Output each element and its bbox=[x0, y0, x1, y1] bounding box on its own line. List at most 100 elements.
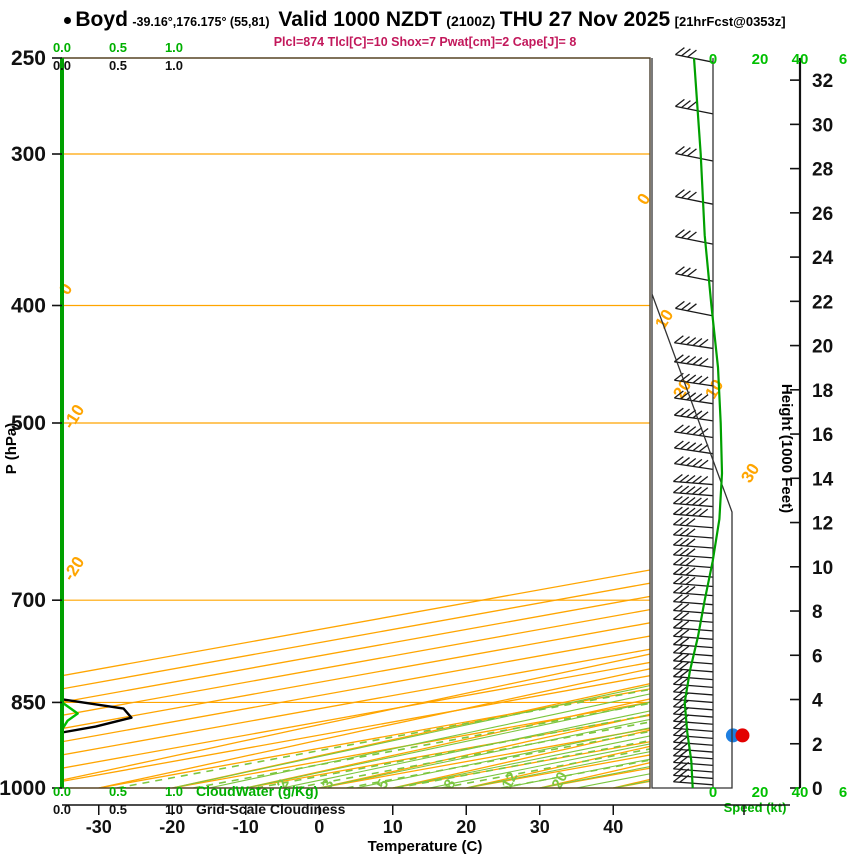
wind-barb bbox=[673, 440, 714, 455]
wind-barb bbox=[672, 748, 714, 760]
cloudiness-scale-top: 0.0 bbox=[53, 58, 71, 73]
pressure-tick-label: 850 bbox=[11, 691, 46, 714]
surface-markers bbox=[725, 728, 750, 743]
mixing-ratio-label: 20 bbox=[549, 769, 572, 792]
wind-barb bbox=[672, 557, 714, 569]
wind-barb bbox=[672, 517, 714, 529]
wind-barb bbox=[675, 189, 714, 205]
cloudiness-scale-bottom: 0.5 bbox=[109, 802, 127, 817]
cloudwater-scale-top: 0.5 bbox=[109, 40, 127, 55]
height-tick-label: 28 bbox=[812, 160, 833, 181]
wind-barb bbox=[672, 594, 714, 606]
wind-speed-curve bbox=[683, 58, 724, 788]
sounding-traces bbox=[733, 89, 850, 736]
temperature-tick-label: -20 bbox=[159, 817, 185, 837]
wind-barb bbox=[672, 527, 714, 539]
temperature-tick-label: 30 bbox=[530, 817, 550, 837]
wind-barb bbox=[673, 390, 714, 405]
height-tick-label: 14 bbox=[812, 469, 834, 490]
speed-axis-label: Speed (kt) bbox=[723, 800, 787, 815]
cloudiness-trace bbox=[61, 698, 133, 734]
wind-panel-frame bbox=[651, 58, 733, 789]
height-tick-label: 4 bbox=[812, 691, 823, 712]
height-tick-label: 16 bbox=[812, 425, 833, 446]
pressure-tick-label: 1000 bbox=[0, 777, 46, 800]
height-tick-label: 8 bbox=[812, 602, 823, 623]
wind-barb bbox=[672, 566, 714, 578]
height-tick-label: 22 bbox=[812, 292, 833, 313]
wind-barb bbox=[673, 407, 714, 422]
wind-barb bbox=[672, 661, 714, 673]
cloudwater-legend: CloudWater (g/Kg) bbox=[196, 783, 318, 799]
speed-scale-top: 40 bbox=[792, 51, 809, 68]
station-dot-icon bbox=[64, 17, 72, 24]
wind-barb bbox=[672, 754, 714, 767]
mixing-ratio-label: 12 bbox=[499, 769, 522, 792]
wind-barb bbox=[673, 372, 714, 387]
wind-barb bbox=[672, 713, 714, 725]
temperature-tick-label: 0 bbox=[314, 817, 324, 837]
isotherm-label: 30 bbox=[737, 460, 763, 486]
speed-scale-bottom: 6 bbox=[839, 784, 847, 801]
temperature-tick-label: -30 bbox=[86, 817, 112, 837]
wind-barb bbox=[675, 266, 714, 282]
speed-scale-bottom: 0 bbox=[709, 784, 717, 801]
cloudwater-scale-top: 1.0 bbox=[165, 40, 183, 55]
wind-barb bbox=[672, 653, 714, 665]
cloudiness-legend: Grid-Scale Cloudiness bbox=[196, 801, 346, 817]
pressure-tick-label: 400 bbox=[11, 294, 46, 317]
pressure-tick-label: 250 bbox=[11, 47, 46, 70]
cloudiness-scale-bottom: 0.0 bbox=[53, 802, 71, 817]
wind-barb bbox=[672, 741, 714, 753]
wind-barb bbox=[672, 496, 714, 508]
cloudiness-scale-top: 0.5 bbox=[109, 58, 127, 73]
speed-profile-line bbox=[683, 58, 724, 788]
wind-barb bbox=[672, 506, 714, 518]
wind-barb bbox=[675, 300, 714, 317]
pressure-tick-label: 700 bbox=[11, 589, 46, 612]
wind-barb bbox=[675, 229, 714, 245]
speed-scale-bottom: 40 bbox=[792, 784, 809, 801]
height-tick-label: 24 bbox=[812, 248, 834, 269]
station-coords: -39.16°,176.175° (55,81) bbox=[132, 15, 270, 29]
height-tick-label: 10 bbox=[812, 558, 833, 579]
pressure-tick-label: 500 bbox=[11, 412, 46, 435]
wind-barb-panel bbox=[672, 47, 714, 786]
height-tick-label: 18 bbox=[812, 381, 833, 402]
speed-scale-top: 0 bbox=[709, 51, 717, 68]
height-tick-label: 20 bbox=[812, 337, 833, 358]
temperature-trace bbox=[743, 89, 850, 736]
wind-barb bbox=[672, 628, 714, 640]
wind-barb bbox=[672, 485, 714, 497]
moist-adiabat-lines bbox=[172, 685, 650, 788]
valid-date: THU 27 Nov 2025 bbox=[499, 8, 671, 31]
cloudwater-scale-bottom: 0.0 bbox=[53, 784, 71, 799]
wind-barb bbox=[672, 575, 714, 588]
height-tick-label: 26 bbox=[812, 204, 833, 225]
wind-barb bbox=[672, 602, 714, 615]
height-tick-label: 2 bbox=[812, 735, 823, 756]
title-bar: Boyd -39.16°,176.175° (55,81) Valid 1000… bbox=[0, 8, 850, 32]
cloudwater-scale-bottom: 0.5 bbox=[109, 784, 127, 799]
valid-time: Valid 1000 NZDT bbox=[278, 8, 442, 31]
temperature-axis-label: Temperature (C) bbox=[367, 838, 483, 855]
valid-zulu: (2100Z) bbox=[446, 13, 496, 29]
wind-barb bbox=[672, 706, 714, 718]
cloud-traces bbox=[60, 698, 133, 734]
height-tick-label: 0 bbox=[812, 779, 823, 800]
cloudiness-scale-top: 1.0 bbox=[165, 58, 183, 73]
temperature-tick-label: 40 bbox=[603, 817, 623, 837]
wind-barb bbox=[673, 424, 714, 439]
wind-barb bbox=[673, 456, 714, 470]
height-tick-label: 30 bbox=[812, 115, 833, 136]
wind-barb bbox=[672, 669, 714, 681]
surface-temperature bbox=[735, 728, 750, 743]
pressure-axis-ticks: 250 300 400 500 700 850 1000 bbox=[0, 47, 62, 800]
wind-barb bbox=[672, 637, 714, 649]
wind-barb bbox=[672, 620, 714, 632]
cloudwater-trace bbox=[60, 701, 79, 731]
height-tick-label: 6 bbox=[812, 646, 823, 667]
sounding-stats: Plcl=874 Tlcl[C]=10 Shox=7 Pwat[cm]=2 Ca… bbox=[273, 35, 577, 49]
